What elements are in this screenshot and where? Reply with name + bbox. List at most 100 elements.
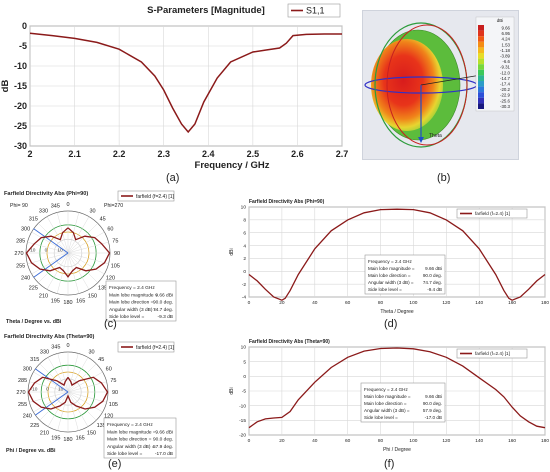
theta-label: Theta [429,133,442,139]
scale-swatch [478,30,484,37]
angle-label: 240 [21,276,30,282]
info-key: Frequency = 2.4 GHz [109,285,155,291]
x-tick-label: 2.7 [336,149,349,159]
y-axis-label: dBi [229,387,235,394]
y-tick-label: -25 [14,121,27,131]
scale-swatch [478,41,484,48]
series-line [248,208,546,301]
angle-label: 75 [110,378,116,384]
ring-label: -10 [29,248,36,254]
plane-label-left: Phi= 90 [10,203,28,209]
y-tick-label: -20 [239,433,246,439]
info-key: Main lobe magnitude = [109,292,158,298]
scale-value: -3.89 [500,54,511,59]
angle-label: 330 [40,349,49,355]
polar-spoke [67,252,80,294]
angle-label: 345 [51,345,60,351]
chart-title: S-Parameters [Magnitude] [147,5,265,16]
polar-phi90-chart: Farfield Directivity Abs (Phi=90) farfiel… [4,190,177,325]
angle-label: 270 [16,390,25,396]
angle-label: 60 [107,227,113,233]
y-tick-label: 2 [243,256,246,262]
chart-title: Farfield Directivity Abs (Phi=90) [249,199,325,205]
scale-swatch [478,103,484,109]
angle-label: 165 [76,435,85,441]
y-tick-label: -2 [242,282,247,288]
info-value: 90.0 deg. [423,273,442,278]
info-key: Angular width (3 dB) = [109,307,157,313]
panel-label-a: (a) [166,172,180,184]
y-tick-label: -10 [239,403,246,409]
axis-caption: Theta / Degree vs. dBi [6,319,62,325]
info-value: 57.9 deg. [423,408,442,413]
polar-theta90-panel: Farfield Directivity Abs (Theta=90) farfi… [0,330,178,460]
polar-spoke [33,391,69,413]
legend-box [456,348,528,359]
series-line [248,347,546,429]
info-box [360,382,446,423]
polar-spoke [67,363,97,393]
ring-label: 0 [45,248,48,254]
info-key: Main lobe magnitude = [368,266,415,271]
angle-label: 210 [40,431,49,437]
panel-label-c: (c) [104,318,117,330]
x-tick-label: 80 [378,438,384,444]
scale-swatch [478,81,484,87]
info-key: Side lobe level = [107,451,143,457]
y-tick-label: -4 [242,295,247,301]
angle-label: 330 [39,209,48,215]
x-tick-label: 2.6 [291,149,304,159]
scale-swatch [478,97,484,104]
y-tick-label: -5 [242,389,247,395]
angle-label: 315 [29,216,38,222]
scale-value: -14.7 [500,76,511,81]
y-tick-label: 10 [241,345,247,351]
angle-label: 105 [111,264,120,270]
legend-box [117,190,175,202]
beam-line [34,368,69,393]
axis-line [420,74,482,86]
polar-spoke [47,391,69,427]
scale-value: 9.66 [501,26,510,31]
legend-box [456,208,528,219]
angle-label: 120 [106,276,115,282]
y-tick-label: -5 [19,41,27,51]
info-key: Main lobe direction = [107,437,152,443]
polar-spoke [67,252,105,275]
elevation-cut-ring-2 [386,24,468,146]
y-tick-label: 5 [243,359,246,365]
beam-line [33,228,69,254]
panel-label-d: (d) [384,318,398,330]
info-value: 90.0 deg. [153,300,173,306]
theta-arrow [418,137,424,143]
ring-label: 0 [46,387,49,393]
polar-spoke [67,252,109,265]
x-tick-label: 2.2 [113,149,126,159]
polar-spoke [27,252,69,265]
angle-label: 60 [106,367,112,373]
angle-label: 285 [16,238,25,244]
legend-label: farfield (f=2.4) [1] [475,211,510,216]
scale-value: 6.95 [501,31,510,36]
y-tick-label: 10 [241,205,247,211]
y-tick-label: -20 [14,101,27,111]
x-tick-label: 180 [541,438,549,444]
x-tick-label: 2.3 [157,149,170,159]
y-tick-label: 0 [243,269,246,275]
scale-value: 4.24 [501,37,510,42]
scale-value: 1.53 [501,42,510,47]
info-box [105,280,177,322]
scale-value: -20.2 [500,87,511,92]
polar-spoke [46,216,69,254]
polar-spoke [67,391,89,427]
angle-label: 45 [100,216,106,222]
x-tick-label: 40 [312,438,318,444]
panel-label-b: (b) [437,172,451,184]
sparam-chart-panel: 2 2.1 2.2 2.3 2.4 2.5 2.6 2.7 0 -5 -10 -15 -20 -25 -30… [0,0,362,185]
beam-line [34,391,69,416]
angle-label: 90 [112,390,118,396]
info-value: -9.4 dB [427,287,442,292]
radiation-3d-panel: Theta dBi 9.66 6.95 4.24 1.53 -1.18 -3.89 -6.6 -9… [362,10,519,160]
y-tick-label: -30 [14,141,27,151]
pattern-line [25,227,111,278]
